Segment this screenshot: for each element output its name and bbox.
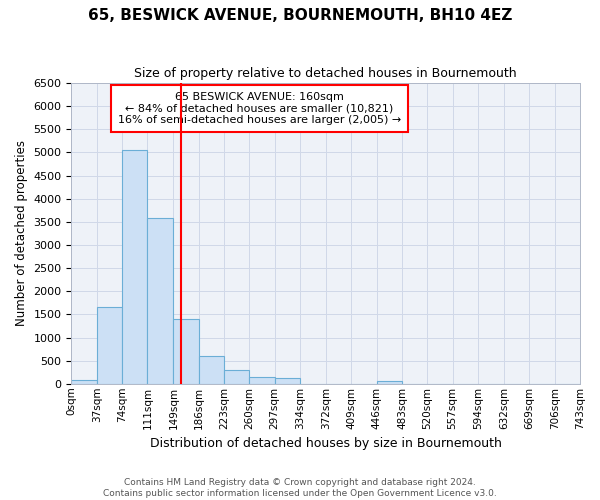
Text: Contains HM Land Registry data © Crown copyright and database right 2024.
Contai: Contains HM Land Registry data © Crown c…	[103, 478, 497, 498]
Bar	[199, 356, 224, 384]
Title: Size of property relative to detached houses in Bournemouth: Size of property relative to detached ho…	[134, 68, 517, 80]
Y-axis label: Number of detached properties: Number of detached properties	[15, 140, 28, 326]
Bar	[148, 218, 173, 384]
Bar	[224, 370, 250, 384]
Bar	[122, 150, 148, 384]
Bar	[250, 376, 275, 384]
Bar	[97, 308, 122, 384]
Text: 65, BESWICK AVENUE, BOURNEMOUTH, BH10 4EZ: 65, BESWICK AVENUE, BOURNEMOUTH, BH10 4E…	[88, 8, 512, 22]
Bar	[71, 380, 97, 384]
Bar	[275, 378, 300, 384]
Bar	[173, 319, 199, 384]
Text: 65 BESWICK AVENUE: 160sqm
← 84% of detached houses are smaller (10,821)
16% of s: 65 BESWICK AVENUE: 160sqm ← 84% of detac…	[118, 92, 401, 126]
X-axis label: Distribution of detached houses by size in Bournemouth: Distribution of detached houses by size …	[150, 437, 502, 450]
Bar	[377, 382, 402, 384]
